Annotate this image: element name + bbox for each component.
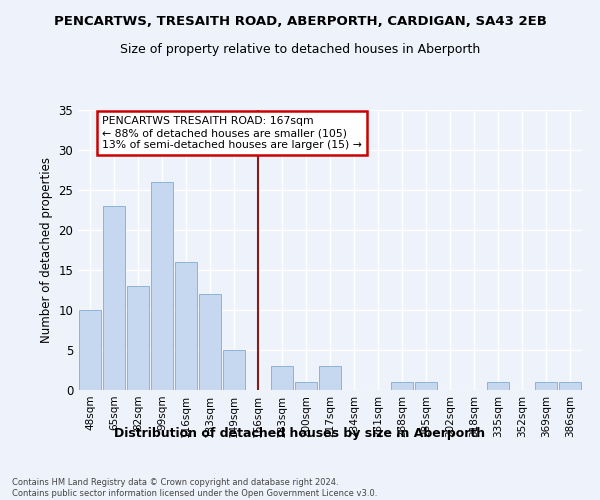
- Bar: [295, 382, 317, 390]
- Bar: [415, 382, 437, 390]
- Text: Distribution of detached houses by size in Aberporth: Distribution of detached houses by size …: [115, 428, 485, 440]
- Y-axis label: Number of detached properties: Number of detached properties: [40, 157, 53, 343]
- Bar: [535, 382, 557, 390]
- Bar: [199, 294, 221, 390]
- Bar: [271, 366, 293, 390]
- Bar: [319, 366, 341, 390]
- Bar: [391, 382, 413, 390]
- Text: PENCARTWS, TRESAITH ROAD, ABERPORTH, CARDIGAN, SA43 2EB: PENCARTWS, TRESAITH ROAD, ABERPORTH, CAR…: [53, 15, 547, 28]
- Text: Size of property relative to detached houses in Aberporth: Size of property relative to detached ho…: [120, 42, 480, 56]
- Text: PENCARTWS TRESAITH ROAD: 167sqm
← 88% of detached houses are smaller (105)
13% o: PENCARTWS TRESAITH ROAD: 167sqm ← 88% of…: [102, 116, 362, 150]
- Text: Contains HM Land Registry data © Crown copyright and database right 2024.
Contai: Contains HM Land Registry data © Crown c…: [12, 478, 377, 498]
- Bar: [151, 182, 173, 390]
- Bar: [103, 206, 125, 390]
- Bar: [79, 310, 101, 390]
- Bar: [559, 382, 581, 390]
- Bar: [175, 262, 197, 390]
- Bar: [223, 350, 245, 390]
- Bar: [487, 382, 509, 390]
- Bar: [127, 286, 149, 390]
